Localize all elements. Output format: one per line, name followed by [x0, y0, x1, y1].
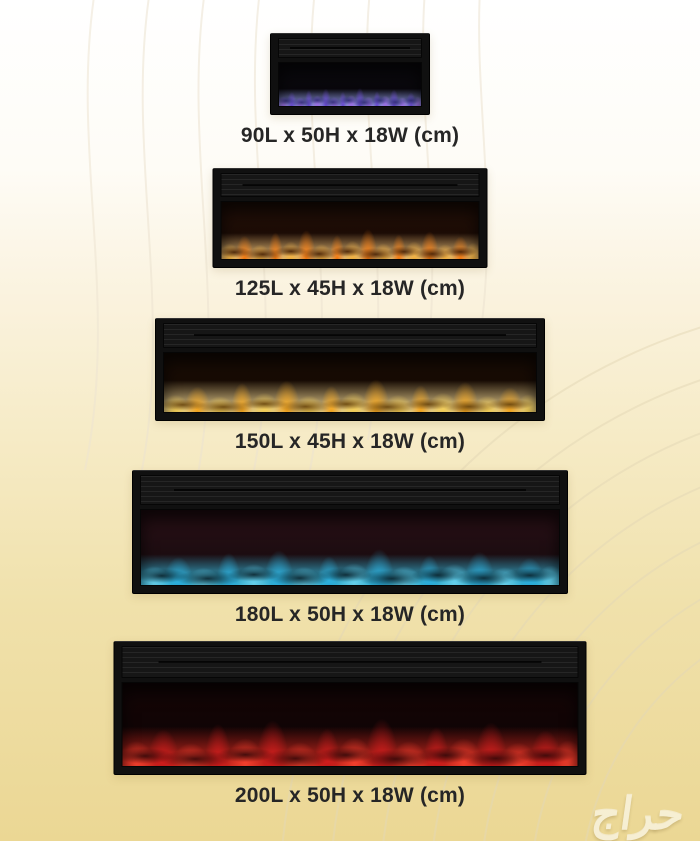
fireplace-display: [140, 508, 560, 586]
fireplace-display: [163, 351, 537, 413]
fireplace-vent: [163, 323, 537, 348]
fireplace-vent: [278, 38, 422, 58]
fireplace-image: [132, 470, 568, 594]
log-bed: [279, 92, 421, 106]
dimension-label: 90L x 50H x 18W (cm): [240, 124, 460, 147]
fireplace-image: [270, 33, 430, 115]
fireplace-vent: [140, 475, 560, 505]
fireplace-display: [121, 682, 579, 767]
fireplace-image: [212, 168, 488, 268]
dimension-label: 125L x 45H x 18W (cm): [234, 277, 466, 300]
log-bed: [221, 241, 479, 259]
fireplace-display: [220, 200, 480, 260]
fireplace-image: [113, 641, 587, 775]
fireplace-product-gold: 150L x 45H x 18W (cm): [155, 318, 545, 454]
fireplace-product-cyan: 180L x 50H x 18W (cm): [132, 470, 568, 627]
fireplace-vent: [220, 173, 480, 197]
log-bed: [122, 741, 578, 766]
dimension-label: 180L x 50H x 18W (cm): [234, 603, 466, 626]
fireplace-product-red: 200L x 50H x 18W (cm): [113, 641, 587, 808]
fireplace-product-purple: 90L x 50H x 18W (cm): [241, 33, 459, 148]
dimension-label: 200L x 50H x 18W (cm): [234, 784, 466, 807]
fireplace-vent: [121, 646, 579, 678]
log-bed: [164, 394, 536, 412]
dimension-label: 150L x 45H x 18W (cm): [234, 430, 466, 453]
haraj-watermark: حراج: [588, 790, 688, 839]
log-bed: [141, 562, 559, 585]
fireplace-display: [278, 61, 422, 107]
fireplace-product-orange: 125L x 45H x 18W (cm): [212, 168, 488, 301]
fireplace-image: [155, 318, 545, 421]
